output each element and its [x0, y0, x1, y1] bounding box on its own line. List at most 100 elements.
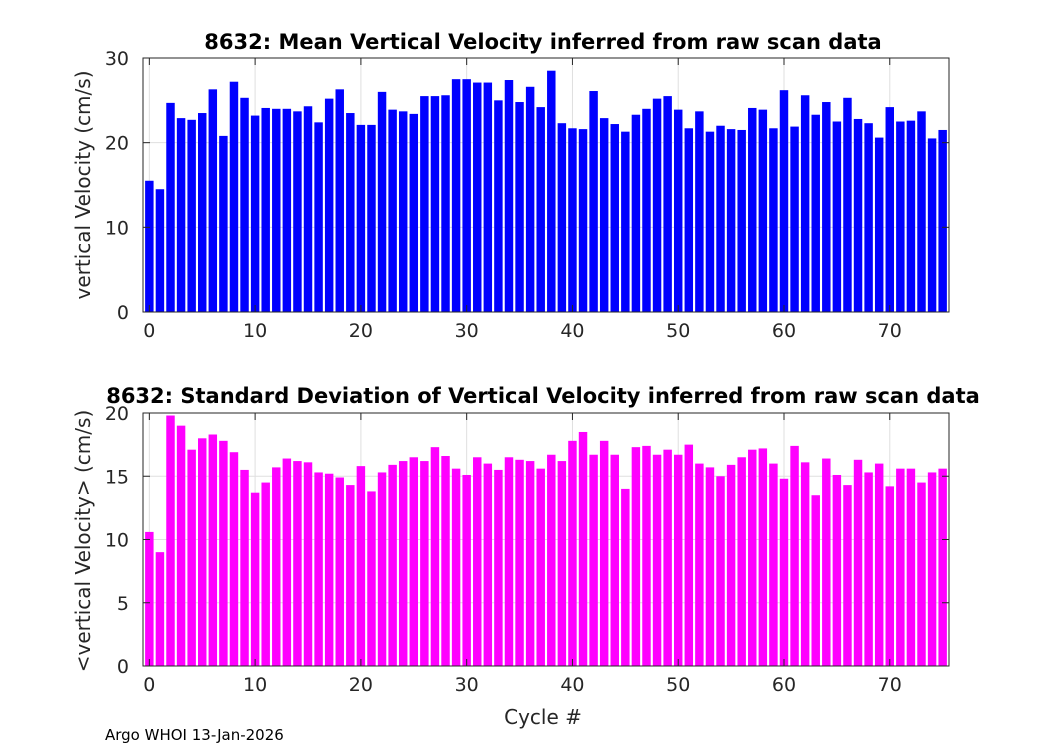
mean-velocity-bar [578, 129, 588, 312]
mean-velocity-bar [483, 82, 493, 312]
mean-velocity-x-tick-label: 50 [666, 320, 690, 342]
std-velocity-bar [166, 415, 175, 666]
mean-velocity-bar [853, 118, 863, 313]
std-velocity-bar [494, 469, 503, 666]
std-velocity-bar [145, 531, 154, 666]
std-velocity-bar [874, 463, 884, 666]
mean-velocity-bar [515, 102, 524, 312]
mean-velocity-axes-box [142, 57, 950, 313]
std-velocity-bar [441, 456, 450, 666]
std-velocity-bar [695, 463, 704, 666]
std-velocity-bar [906, 468, 916, 666]
mean-velocity-bar [927, 138, 937, 312]
std-velocity-x-tick-label: 70 [878, 674, 902, 696]
mean-velocity-bar [398, 111, 408, 312]
std-velocity-bar [293, 461, 302, 666]
mean-velocity-bar [652, 98, 662, 312]
mean-velocity-bar [843, 97, 852, 312]
std-velocity-x-tick-label: 20 [349, 674, 373, 696]
std-velocity-bar [642, 445, 651, 666]
mean-velocity-bar [155, 189, 165, 312]
mean-velocity-bar [832, 121, 842, 312]
std-velocity-chart-title: 8632: Standard Deviation of Vertical Vel… [106, 384, 980, 408]
mean-velocity-x-tick-label: 40 [560, 320, 584, 342]
std-velocity-bar [832, 474, 842, 666]
mean-velocity-bar [885, 107, 894, 313]
mean-velocity-bar [864, 123, 873, 313]
mean-velocity-x-tick-label: 10 [243, 320, 267, 342]
std-velocity-y-tick-label: 10 [105, 530, 129, 552]
std-velocity-chart: 0 10 20 30 40 50 60 70 0 5 10 15 20 8632: Standard D… [71, 384, 980, 729]
std-velocity-bar [388, 464, 397, 666]
std-velocity-bar [356, 466, 366, 666]
std-velocity-bar [335, 477, 344, 666]
std-velocity-bar [473, 457, 482, 666]
mean-velocity-bar [420, 96, 429, 312]
std-velocity-x-tick-label: 10 [243, 674, 267, 696]
std-velocity-bar [483, 463, 493, 666]
mean-velocity-chart: 0 10 20 30 40 50 60 70 0 10 20 30 8632: Mean Vertic… [71, 30, 950, 342]
mean-velocity-bar [282, 108, 292, 312]
std-velocity-bar [208, 434, 218, 666]
std-velocity-bar [504, 457, 514, 666]
mean-velocity-bar [324, 98, 334, 312]
std-velocity-bar [420, 461, 429, 666]
mean-velocity-bar [599, 118, 609, 312]
mean-velocity-y-axis-label: vertical Velocity (cm/s) [71, 71, 95, 300]
std-velocity-bar [557, 461, 567, 666]
std-velocity-bar [536, 468, 545, 666]
std-velocity-bar [673, 454, 683, 666]
mean-velocity-bar [906, 120, 916, 312]
mean-velocity-bar [303, 106, 313, 312]
std-velocity-x-tick-label: 0 [143, 674, 155, 696]
mean-velocity-bar [208, 89, 218, 313]
mean-velocity-bar [790, 126, 799, 312]
std-velocity-y-tick-label: 5 [117, 593, 129, 615]
std-velocity-bar [589, 454, 598, 666]
mean-velocity-bar [187, 119, 196, 312]
std-velocity-y-tick-label: 15 [105, 466, 129, 488]
std-velocity-bar [578, 431, 588, 666]
std-velocity-bar [843, 485, 852, 666]
std-velocity-bar [219, 440, 228, 666]
std-velocity-bar [853, 459, 863, 666]
mean-velocity-bar [684, 128, 694, 312]
std-velocity-x-tick-label: 40 [560, 674, 584, 696]
std-velocity-bar [769, 463, 778, 666]
std-velocity-bar [917, 482, 926, 666]
std-velocity-bar [462, 474, 471, 666]
std-velocity-bar [927, 472, 937, 666]
mean-velocity-bar [240, 97, 249, 312]
mean-velocity-axes: 0 10 20 30 40 50 60 70 0 10 20 30 [105, 48, 950, 342]
mean-velocity-bar [314, 122, 323, 312]
mean-velocity-bar [261, 107, 270, 312]
mean-velocity-bar [346, 113, 355, 313]
std-velocity-bar [758, 448, 768, 666]
mean-velocity-bar [198, 113, 207, 313]
mean-velocity-bar [229, 81, 239, 312]
std-velocity-bar [515, 459, 524, 666]
mean-velocity-bar [758, 109, 768, 312]
std-velocity-bar [547, 454, 556, 666]
mean-velocity-bar [293, 111, 302, 312]
std-velocity-bar [568, 440, 577, 666]
std-velocity-bar [779, 478, 789, 666]
mean-velocity-bar [822, 102, 831, 312]
mean-velocity-bar [896, 121, 905, 312]
std-velocity-bar [176, 425, 186, 666]
std-velocity-bar [748, 449, 757, 666]
mean-velocity-bar [272, 108, 281, 312]
mean-velocity-bar [568, 128, 577, 312]
std-velocity-bar [684, 444, 694, 666]
std-velocity-x-axis-label: Cycle # [504, 705, 582, 729]
mean-velocity-bar [621, 131, 630, 312]
std-velocity-bar [314, 472, 323, 666]
mean-velocity-bar [451, 79, 461, 313]
std-velocity-bar [790, 445, 799, 666]
std-velocity-bar [800, 462, 810, 666]
std-velocity-bar [737, 457, 746, 666]
mean-velocity-x-tick-label: 60 [772, 320, 796, 342]
std-velocity-bar [864, 472, 873, 666]
mean-velocity-bar [473, 82, 482, 312]
std-velocity-bar [822, 458, 831, 666]
